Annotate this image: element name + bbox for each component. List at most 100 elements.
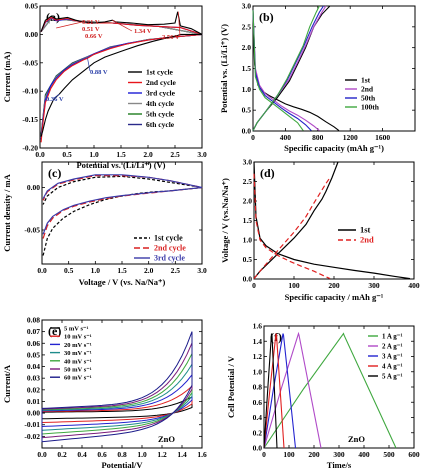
legend-entry: 4th cycle (146, 99, 175, 108)
legend-entry: 2 A g⁻¹ (382, 343, 403, 351)
legend-entry: 1st cycle (146, 68, 174, 77)
y-tick-label: 2.0 (242, 43, 252, 52)
material-label: ZnO (158, 434, 175, 444)
discharge-curve (252, 10, 304, 131)
x-tick-label: 400 (280, 133, 292, 142)
y-axis-label: Current density / mA (2, 173, 12, 251)
gcd-curve (263, 333, 297, 449)
peak-annotation: 0.88 V (90, 69, 108, 76)
y-tick-label: 1.5 (243, 216, 253, 225)
y-axis-label: Potential vs. (Li/Li⁺) (V) (219, 24, 229, 113)
annotation-line (87, 58, 91, 72)
y-tick-label: 0.04 (27, 362, 40, 371)
legend-entry: 100th (361, 103, 380, 112)
peak-annotation: 0.21 V (82, 19, 100, 26)
peak-annotation: 0.51 V (82, 26, 100, 33)
x-tick-label: 600 (408, 450, 420, 459)
peak-annotation: 0.66 V (85, 33, 103, 40)
y-tick-label: 0.2 (253, 428, 263, 437)
legend-entry: 2nd cycle (146, 78, 176, 87)
x-tick-label: 1.0 (137, 450, 147, 459)
cv-loop (41, 385, 193, 424)
y-tick-label: 1.6 (253, 322, 263, 331)
panel-label: (d) (260, 166, 275, 180)
x-tick-label: 2.0 (143, 150, 153, 159)
legend-entry: 50 mV s⁻¹ (64, 367, 92, 374)
panel-e-cv-zno: 0.0 0.2 0.4 0.6 0.8 1.0 1.2 1.4 1.6 0.08 0.07 0.06 0… (2, 316, 207, 471)
y-axis-label: Current/A (2, 364, 12, 403)
panel-b-charge-discharge-lithium: 0 400 800 1200 1600 0.0 0.5 1.0 1.5 2.0 2.5 3.0 Spec… (219, 2, 416, 153)
x-tick-label: 0.5 (64, 266, 74, 275)
y-tick-label: 0.00 (25, 30, 38, 39)
series-line (42, 175, 203, 256)
legend-entry: 4 A g⁻¹ (382, 363, 403, 371)
x-axis-label: Potential vs. (Li/Li⁺) (V) (76, 160, 165, 170)
legend-entry: 10 mV s⁻¹ (64, 334, 92, 341)
legend-entry: 2nd (361, 85, 374, 94)
x-tick-label: 0.5 (62, 150, 72, 159)
gcd-curve (263, 333, 285, 449)
legend-entry: 1st (361, 76, 371, 85)
x-axis-label: Time/s (327, 460, 352, 470)
peak-annotation: 2.56 V (162, 34, 180, 41)
y-tick-label: 1.0 (253, 367, 263, 376)
y-tick-label: -0.20 (22, 144, 38, 153)
x-tick-label: 300 (333, 450, 345, 459)
material-label: ZnO (348, 434, 365, 444)
x-tick-label: 100 (283, 450, 295, 459)
x-tick-label: 1.0 (91, 266, 101, 275)
x-tick-label: 1.6 (197, 450, 207, 459)
gcd-curve (263, 333, 278, 449)
annotation-line (56, 21, 83, 29)
x-tick-label: 1.4 (177, 450, 187, 459)
y-tick-label: 2.0 (243, 197, 253, 206)
x-tick-label: 3.0 (197, 266, 207, 275)
y-tick-label: 0.07 (27, 327, 40, 336)
legend-entry: 2nd cycle (154, 244, 186, 253)
y-axis-label: Current (mA) (2, 52, 12, 103)
annotation-line (53, 93, 60, 99)
plot-frame (252, 5, 416, 132)
x-tick-label: 400 (358, 450, 370, 459)
charge-curve (252, 5, 320, 131)
y-tick-label: -0.02 (24, 432, 40, 441)
x-tick-label: 300 (368, 281, 380, 290)
y-tick-label: 2.5 (242, 22, 252, 31)
discharge-curve (252, 10, 340, 132)
y-tick-label: 0.0 (242, 127, 252, 136)
x-axis-label: Voltage / V (vs. Na/Na⁺) (79, 277, 166, 287)
y-tick-label: 3.0 (243, 158, 253, 167)
x-tick-label: 0.4 (77, 450, 87, 459)
y-tick-label: 3.0 (242, 2, 252, 11)
y-tick-label: -0.01 (24, 420, 40, 429)
discharge-curve (253, 161, 411, 280)
discharge-curve (252, 10, 312, 131)
peak-annotation: 0.36 V (46, 96, 64, 103)
annotation-line (177, 11, 181, 37)
legend-entry: 30 mV s⁻¹ (64, 350, 92, 357)
peak-annotation: 1.34 V (134, 28, 152, 35)
x-tick-label: 2.5 (170, 150, 180, 159)
panel-d-charge-discharge-sodium: 0 100 200 300 400 0.0 0.5 1.0 1.5 2.0 2.5 3.0 Specif… (220, 158, 420, 303)
x-tick-label: 200 (328, 281, 340, 290)
legend-entry: 60 mV s⁻¹ (64, 375, 92, 382)
y-tick-label: -0.05 (22, 58, 38, 67)
panel-c-cv-sodium: 0.0 0.5 1.0 1.5 2.0 2.5 3.0 0.00 -0.05 Voltage / … (2, 161, 207, 287)
legend-entry: 50th (361, 94, 376, 103)
x-tick-label: 0.0 (35, 150, 45, 159)
y-tick-label: 2.5 (243, 177, 253, 186)
x-tick-label: 1.5 (116, 150, 126, 159)
legend-entry: 40 mV s⁻¹ (64, 358, 92, 365)
cv-loop (41, 362, 193, 431)
x-tick-label: 0 (252, 281, 256, 290)
x-axis-label: Potential/V (101, 460, 143, 470)
annotation-line (112, 19, 133, 32)
gcd-curve (263, 332, 397, 449)
legend-entry: 3rd cycle (146, 89, 176, 98)
y-tick-label: 0.8 (253, 383, 263, 392)
panel-a-cv-lithium: 0.0 0.5 1.0 1.5 2.0 2.5 3.0 0.05 0.00 -0.05 -0.10 -… (2, 2, 207, 171)
x-tick-label: 2.5 (171, 266, 181, 275)
y-tick-label: -0.10 (22, 87, 38, 96)
x-tick-label: 200 (308, 450, 320, 459)
